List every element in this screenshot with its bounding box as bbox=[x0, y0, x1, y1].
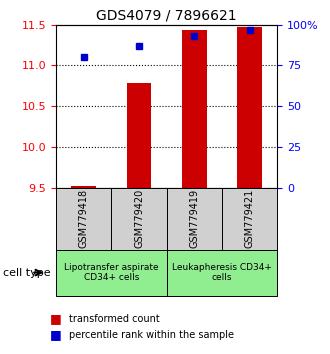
Bar bbox=[127, 84, 151, 188]
Bar bbox=[56, 188, 112, 250]
Bar bbox=[222, 188, 277, 250]
Text: Leukapheresis CD34+
cells: Leukapheresis CD34+ cells bbox=[172, 263, 272, 282]
Bar bbox=[167, 188, 222, 250]
Text: GSM779420: GSM779420 bbox=[134, 189, 144, 248]
Text: cell type: cell type bbox=[3, 268, 51, 278]
Text: Lipotransfer aspirate
CD34+ cells: Lipotransfer aspirate CD34+ cells bbox=[64, 263, 159, 282]
Bar bbox=[71, 186, 96, 188]
Bar bbox=[182, 30, 207, 188]
Bar bbox=[112, 188, 167, 250]
Bar bbox=[56, 250, 167, 296]
Text: GSM779421: GSM779421 bbox=[245, 189, 254, 248]
Text: GSM779419: GSM779419 bbox=[189, 189, 199, 248]
Title: GDS4079 / 7896621: GDS4079 / 7896621 bbox=[96, 8, 237, 22]
Bar bbox=[167, 250, 277, 296]
Text: percentile rank within the sample: percentile rank within the sample bbox=[69, 330, 234, 339]
Text: ■: ■ bbox=[50, 312, 61, 325]
Bar bbox=[237, 27, 262, 188]
Text: ■: ■ bbox=[50, 328, 61, 341]
Text: GSM779418: GSM779418 bbox=[79, 189, 89, 248]
Text: transformed count: transformed count bbox=[69, 314, 160, 324]
